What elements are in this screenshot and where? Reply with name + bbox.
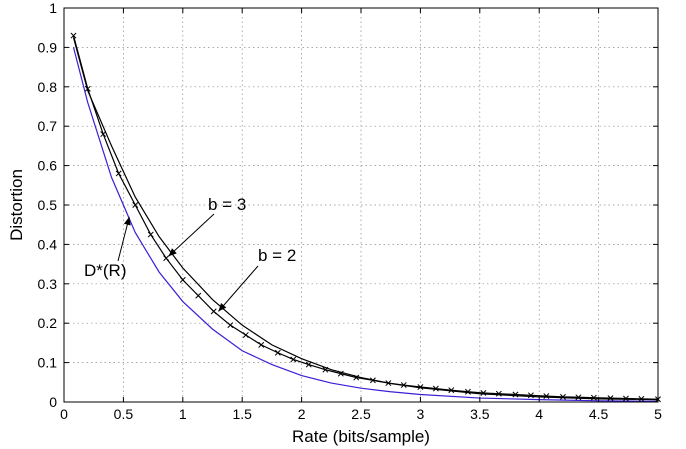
data-point [115, 170, 122, 177]
series-layer [70, 32, 661, 403]
data-point [147, 231, 154, 238]
annotation-label: b = 3 [208, 195, 246, 214]
y-tick-label: 0.2 [38, 315, 58, 331]
data-point [337, 370, 344, 377]
data-point [400, 382, 407, 389]
x-tick-label: 4 [535, 406, 543, 422]
annotation-label: b = 2 [258, 246, 296, 265]
data-point [274, 349, 281, 356]
data-point [417, 384, 424, 390]
series-line [72, 37, 659, 401]
data-point [590, 394, 597, 401]
data-point [495, 390, 502, 397]
data-point [527, 392, 534, 399]
data-point [480, 389, 487, 396]
data-point [512, 391, 519, 398]
data-point [607, 395, 614, 402]
data-point [560, 393, 566, 400]
data-point [132, 202, 139, 208]
y-tick-label: 0.5 [38, 197, 58, 213]
data-point [448, 387, 455, 394]
data-point [385, 380, 392, 387]
series-line [72, 35, 659, 400]
x-tick-label: 1 [179, 406, 187, 422]
series-3 [70, 32, 661, 403]
annotations: b = 3 b = 2 D*(R) [84, 195, 296, 312]
arrow-head [218, 303, 227, 312]
y-axis-title: Distortion [7, 169, 26, 241]
y-tick-label: 0.4 [38, 236, 58, 252]
annotation-arrow [218, 265, 259, 312]
data-point [242, 332, 249, 338]
x-tick-label: 3.5 [470, 406, 490, 422]
data-point [464, 388, 471, 395]
y-tick-label: 1 [49, 0, 57, 16]
x-tick-label: 5 [654, 406, 662, 422]
x-axis-title: Rate (bits/sample) [292, 427, 430, 446]
y-tick-label: 0.8 [38, 79, 58, 95]
data-point [353, 374, 360, 381]
data-point [322, 366, 329, 373]
grid [64, 8, 658, 402]
data-point [210, 308, 217, 315]
data-point [305, 361, 312, 368]
arrow-head [168, 248, 177, 257]
arrow-head [123, 216, 131, 226]
x-tick-label: 2 [298, 406, 306, 422]
data-point [179, 276, 186, 283]
annotation-label: D*(R) [84, 261, 127, 280]
data-point [575, 394, 582, 401]
x-tick-label: 1.5 [232, 406, 252, 422]
data-point [432, 385, 439, 392]
data-point [100, 131, 107, 138]
data-point [84, 85, 91, 92]
data-point [227, 322, 234, 329]
y-tick-label: 0.9 [38, 39, 58, 55]
x-tick-label: 2.5 [351, 406, 371, 422]
data-point [638, 395, 645, 402]
annotation: b = 2 [218, 246, 296, 312]
y-tick-label: 0.3 [38, 276, 58, 292]
y-tick-label: 0 [49, 394, 57, 410]
annotation-arrow [168, 213, 215, 257]
data-point [195, 292, 202, 299]
data-point [290, 356, 297, 363]
x-tick-label: 3 [417, 406, 425, 422]
data-point [70, 32, 77, 39]
data-point [163, 255, 170, 262]
x-tick-label: 0.5 [114, 406, 134, 422]
series-line [72, 47, 659, 402]
y-tick-label: 0.6 [38, 158, 58, 174]
data-point [543, 393, 550, 400]
series-1 [72, 47, 659, 402]
y-tick-label: 0.7 [38, 118, 58, 134]
x-tick-label: 0 [60, 406, 68, 422]
data-point [258, 341, 265, 348]
y-tick-label: 0.1 [38, 355, 58, 371]
data-point [622, 395, 629, 402]
tick-layer: 0 0.5 1 1.5 2 2.5 3 3.5 4 4.5 5 0 0.1 0.2 0.3 0.4 0.5 0.6… [38, 0, 663, 422]
x-tick-label: 4.5 [589, 406, 609, 422]
data-point [369, 377, 376, 384]
series-2 [72, 37, 659, 401]
annotation: D*(R) [84, 216, 131, 280]
annotation: b = 3 [168, 195, 246, 257]
